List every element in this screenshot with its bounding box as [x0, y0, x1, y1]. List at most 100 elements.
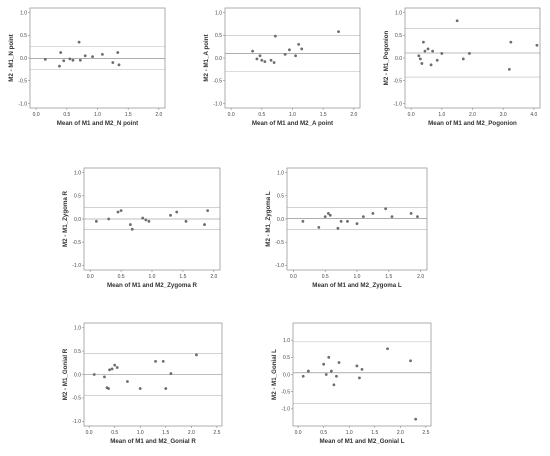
y-tick-label: 0.0	[277, 217, 284, 223]
data-point	[169, 213, 172, 217]
data-point	[409, 359, 412, 363]
y-tick-label: -0.5	[281, 389, 290, 395]
data-point	[269, 58, 273, 62]
data-point	[59, 51, 63, 54]
plot-frame	[286, 167, 428, 271]
data-point	[409, 212, 413, 215]
data-point	[141, 216, 145, 220]
data-point	[68, 57, 72, 61]
data-point	[147, 219, 151, 223]
data-point	[431, 49, 435, 53]
data-point	[422, 40, 425, 44]
data-point	[62, 59, 66, 63]
y-tick-label: 0.0	[215, 56, 222, 62]
plot-frame	[292, 322, 432, 427]
y-tick-label: 1.0	[277, 170, 284, 176]
x-tick-label: 2.0	[210, 274, 217, 280]
y-tick-label: 0.0	[74, 217, 81, 223]
data-point	[455, 19, 459, 23]
data-point	[326, 212, 330, 215]
data-point	[130, 227, 134, 231]
x-tick-label: 2.5	[422, 430, 429, 436]
x-tick-label: 0.0	[86, 430, 93, 436]
x-axis-label: Mean of M1 and M2_Zygoma L	[312, 282, 402, 289]
data-point	[263, 60, 267, 64]
data-point	[361, 215, 365, 219]
x-axis-label: Mean of M1 and M2_N point	[57, 120, 138, 127]
y-tick-label: -1.0	[72, 263, 81, 269]
data-point	[138, 387, 142, 390]
data-point	[416, 215, 419, 219]
x-axis-label: Mean of M1 and M2_A point	[252, 120, 333, 127]
y-tick-label: -1.0	[72, 419, 81, 425]
y-tick-label: -0.5	[393, 79, 402, 85]
data-point	[116, 210, 120, 214]
data-point	[71, 58, 75, 62]
data-point	[119, 209, 123, 213]
data-point	[58, 64, 61, 68]
x-tick-label: 4.0	[530, 112, 537, 118]
data-point	[175, 210, 179, 214]
data-point	[371, 212, 375, 215]
data-point	[435, 58, 439, 62]
x-tick-label: 1.0	[149, 274, 156, 280]
y-tick-label: 1.0	[74, 170, 81, 176]
x-tick-label: 1.0	[346, 430, 353, 436]
x-tick-label: 1.0	[354, 274, 361, 280]
y-tick-label: 0.5	[283, 355, 290, 361]
data-point	[300, 47, 304, 51]
panel-gonial-l: 0.0 0.5 1.0 1.5 2.0 2.5 -1.0 -0.5 0.0 0.5 1.0 Mean …	[271, 322, 432, 445]
data-point	[336, 226, 340, 230]
data-point	[337, 30, 340, 34]
data-point	[91, 55, 94, 59]
data-point	[327, 355, 331, 359]
data-point	[101, 52, 104, 56]
data-point	[461, 57, 465, 61]
y-axis-label: M2 - M1_Gonial L	[271, 349, 278, 400]
data-point	[144, 218, 148, 222]
data-point	[83, 54, 87, 58]
data-point	[426, 47, 430, 51]
y-tick-label: -0.5	[72, 396, 81, 402]
data-point	[107, 387, 110, 390]
y-tick-label: 1.0	[74, 325, 81, 331]
plot-frame	[404, 7, 541, 109]
data-point	[110, 367, 114, 371]
x-tick-label: 2.0	[350, 112, 357, 118]
y-tick-label: 0.5	[74, 349, 81, 355]
data-point	[339, 219, 343, 223]
x-tick-label: 0.5	[118, 274, 125, 280]
data-point	[164, 387, 168, 390]
data-point	[509, 40, 513, 44]
data-point	[126, 380, 129, 383]
data-point	[317, 225, 321, 229]
data-point	[288, 48, 291, 52]
data-point	[306, 369, 310, 373]
data-point	[535, 43, 539, 47]
data-point	[117, 63, 121, 67]
x-tick-label: 0.5	[322, 274, 329, 280]
y-tick-label: -0.5	[18, 79, 27, 85]
data-point	[260, 58, 264, 62]
data-point	[384, 207, 388, 211]
data-point	[108, 368, 111, 372]
data-point	[113, 363, 117, 367]
x-tick-label: 0.0	[33, 112, 40, 118]
data-point	[417, 54, 421, 58]
data-point	[78, 58, 82, 62]
data-point	[468, 52, 471, 55]
data-point	[386, 347, 389, 351]
x-tick-label: 1.5	[320, 112, 327, 118]
data-point	[335, 374, 338, 378]
x-tick-label: 2.0	[155, 112, 162, 118]
x-tick-label: 1.5	[162, 430, 169, 436]
y-tick-label: -1.0	[18, 101, 27, 107]
data-point	[358, 376, 361, 380]
data-point	[116, 51, 120, 54]
x-tick-label: 1.0	[289, 112, 296, 118]
data-point	[103, 375, 106, 379]
data-point	[420, 62, 424, 65]
data-point	[273, 34, 277, 38]
y-tick-label: 0.0	[395, 56, 402, 62]
y-axis-label: M2 - M1_A point	[203, 34, 210, 81]
